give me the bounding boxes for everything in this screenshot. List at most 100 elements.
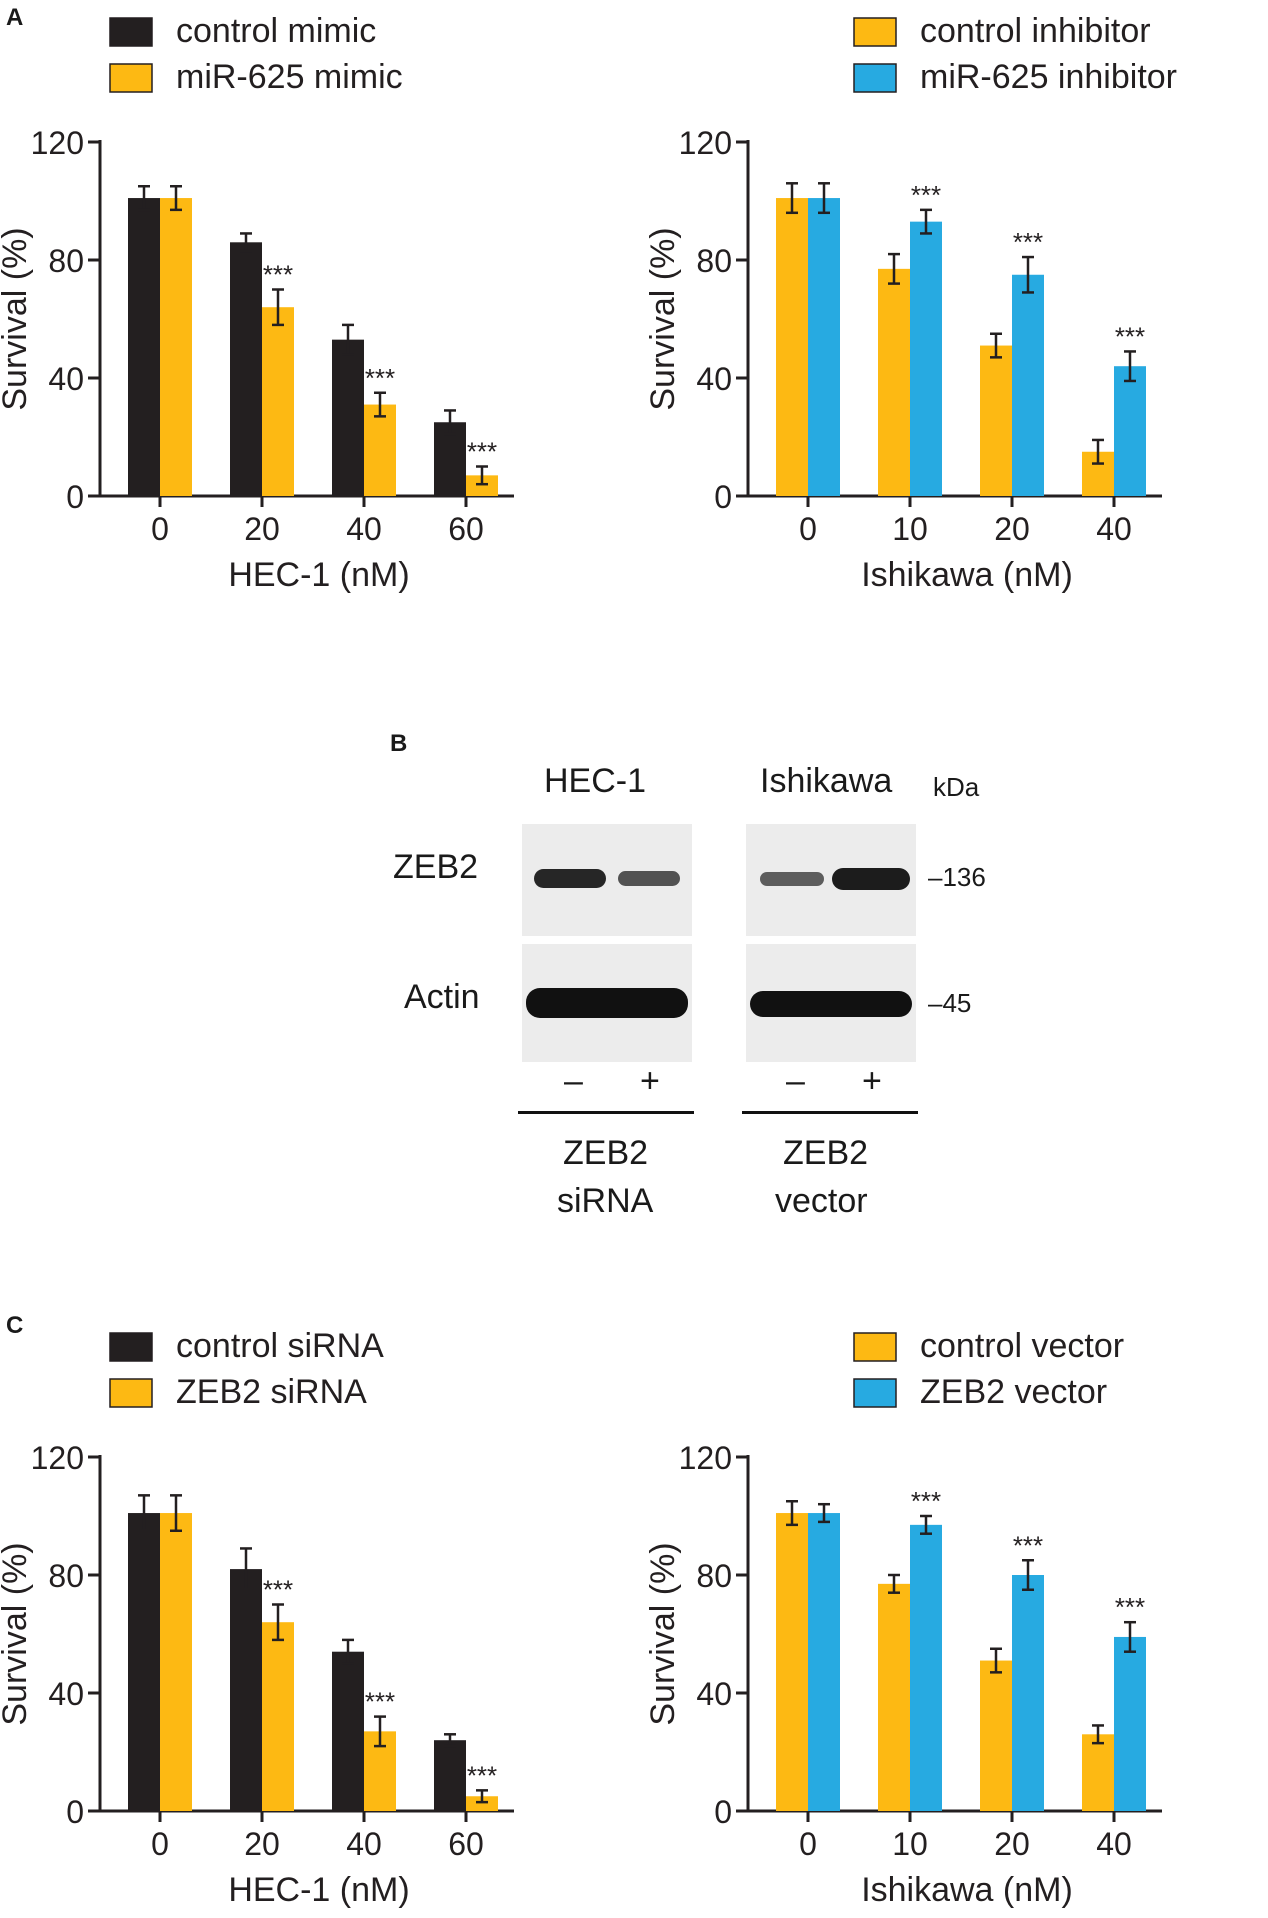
- chart-c-left-svg: control siRNA ZEB2 siRNA 0 40 80 120 Survival …: [0, 1327, 514, 1909]
- chart-a-left-svg: control mimic miR-625 mimic 0 40 80 120 Surviv…: [0, 12, 514, 594]
- bar: [230, 242, 262, 496]
- legend-label: control siRNA: [176, 1327, 384, 1365]
- y-tick-label: 0: [714, 1794, 732, 1830]
- significance-label: ***: [1013, 227, 1043, 257]
- legend-label: miR-625 inhibitor: [920, 58, 1177, 96]
- x-tick-label: 40: [1096, 511, 1132, 547]
- y-tick-label: 0: [66, 1794, 84, 1830]
- y-axis-title: Survival (%): [644, 1542, 682, 1725]
- blot-mw-136: –136: [928, 862, 986, 892]
- bar: [1114, 366, 1146, 496]
- y-tick-label: 120: [31, 1440, 84, 1476]
- x-axis-title: Ishikawa (nM): [861, 556, 1073, 594]
- y-tick-label: 120: [31, 125, 84, 161]
- blot-band: [760, 872, 824, 886]
- blot-row-label-actin: Actin: [404, 978, 480, 1016]
- significance-label: ***: [365, 363, 395, 393]
- chart-a-right: control inhibitor miR-625 inhibitor 0 40 80 1…: [634, 0, 1268, 600]
- x-axis-title: HEC-1 (nM): [228, 1871, 409, 1909]
- legend-swatch: [109, 1332, 153, 1362]
- blot-lane-plus-1: +: [640, 1062, 660, 1100]
- x-tick-label: 60: [448, 1826, 484, 1862]
- legend-label: miR-625 mimic: [176, 58, 403, 96]
- bar: [980, 1660, 1012, 1811]
- x-tick-label: 20: [994, 511, 1030, 547]
- legend-label: control mimic: [176, 12, 376, 50]
- bar: [910, 1524, 942, 1811]
- bar: [878, 268, 910, 496]
- y-tick-label: 80: [48, 243, 84, 279]
- x-tick-label: 40: [346, 511, 382, 547]
- significance-label: ***: [911, 1486, 941, 1516]
- y-tick-label: 80: [696, 1558, 732, 1594]
- blot-treatment-right-2: vector: [775, 1182, 868, 1220]
- bar: [776, 1513, 808, 1811]
- y-tick-label: 120: [679, 125, 732, 161]
- significance-label: ***: [911, 180, 941, 210]
- legend-swatch: [109, 1378, 153, 1408]
- x-tick-label: 20: [994, 1826, 1030, 1862]
- bar: [332, 339, 364, 496]
- blot-actin-hec1: [522, 944, 692, 1062]
- bar: [910, 221, 942, 496]
- y-axis-title: Survival (%): [644, 227, 682, 410]
- significance-label: ***: [1013, 1530, 1043, 1560]
- y-tick-label: 40: [696, 361, 732, 397]
- x-tick-label: 10: [892, 511, 928, 547]
- legend-swatch: [853, 63, 897, 93]
- bar: [466, 1796, 498, 1811]
- blot-treatment-left-2: siRNA: [557, 1182, 654, 1220]
- bar: [128, 198, 160, 497]
- legend-swatch: [109, 17, 153, 47]
- blot-treatment-right-1: ZEB2: [783, 1134, 869, 1172]
- western-blot-panel: HEC-1 Ishikawa kDa ZEB2 Actin –136 –45 –…: [0, 700, 1268, 1260]
- significance-label: ***: [263, 260, 293, 290]
- x-tick-label: 0: [799, 511, 817, 547]
- x-axis-title: HEC-1 (nM): [228, 556, 409, 594]
- bar: [980, 345, 1012, 496]
- x-axis-title: Ishikawa (nM): [861, 1871, 1073, 1909]
- y-tick-label: 40: [48, 361, 84, 397]
- x-tick-label: 0: [151, 1826, 169, 1862]
- x-tick-label: 40: [1096, 1826, 1132, 1862]
- legend-swatch: [109, 63, 153, 93]
- bar: [1012, 1575, 1044, 1811]
- blot-treatment-left-1: ZEB2: [563, 1134, 649, 1172]
- bar: [332, 1651, 364, 1811]
- bar: [434, 1740, 466, 1811]
- panel-letter-a: A: [6, 4, 24, 31]
- blot-lane-plus-2: +: [862, 1062, 882, 1100]
- bar: [230, 1569, 262, 1811]
- panel-letter-b: B: [390, 730, 408, 757]
- y-axis-title: Survival (%): [0, 1542, 34, 1725]
- legend-label: ZEB2 vector: [920, 1373, 1107, 1411]
- bar: [466, 475, 498, 496]
- blot-zeb2-hec1: [522, 824, 692, 936]
- significance-label: ***: [467, 437, 497, 467]
- significance-label: ***: [365, 1687, 395, 1717]
- legend-label: control inhibitor: [920, 12, 1151, 50]
- panel-letter-c: C: [6, 1312, 24, 1339]
- x-tick-label: 20: [244, 511, 280, 547]
- bar: [808, 198, 840, 497]
- blot-header-ishikawa: Ishikawa: [760, 762, 893, 800]
- x-tick-label: 0: [151, 511, 169, 547]
- bar: [776, 198, 808, 497]
- significance-label: ***: [1115, 1592, 1145, 1622]
- x-tick-label: 60: [448, 511, 484, 547]
- legend-label: control vector: [920, 1327, 1124, 1365]
- bar: [808, 1513, 840, 1811]
- bar: [128, 1513, 160, 1811]
- chart-c-right: control vector ZEB2 vector 0 40 80 120 Surviva…: [634, 1315, 1268, 1915]
- blot-mw-45: –45: [928, 988, 972, 1018]
- blot-zeb2-ishikawa: [746, 824, 916, 936]
- blot-band: [534, 869, 606, 888]
- significance-label: ***: [263, 1575, 293, 1605]
- blot-lane-minus-1: –: [564, 1062, 583, 1100]
- y-tick-label: 40: [48, 1676, 84, 1712]
- y-tick-label: 0: [66, 479, 84, 515]
- blot-header-hec1: HEC-1: [544, 762, 647, 800]
- bar: [1012, 274, 1044, 496]
- bar: [1114, 1636, 1146, 1811]
- chart-a-left: control mimic miR-625 mimic 0 40 80 120 Surviv…: [0, 0, 634, 600]
